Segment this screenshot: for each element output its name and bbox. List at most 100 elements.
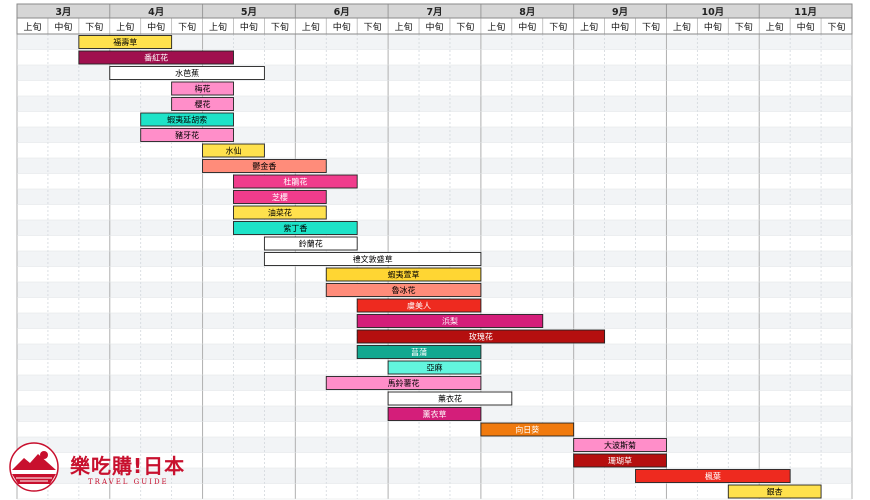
bar-23 [325, 376, 482, 390]
subperiod-label: 中旬 [147, 21, 165, 33]
bar-16 [325, 267, 482, 282]
month-label: 11月 [794, 7, 817, 18]
bar-label: 亞麻 [427, 363, 443, 373]
month-label: 10月 [701, 7, 724, 18]
row-stripe [17, 204, 852, 220]
subperiod-label: 中旬 [518, 21, 536, 33]
month-header-bg [17, 4, 852, 18]
subperiod-label: 上旬 [580, 21, 598, 33]
row-stripe [17, 189, 852, 205]
bar-label: 大波斯菊 [604, 440, 636, 450]
bar-label: 馬鈴薯花 [388, 378, 420, 388]
bar-4 [171, 81, 234, 96]
bar-label: 紫丁香 [283, 223, 307, 233]
bar-24 [387, 391, 513, 406]
subperiod-label: 下旬 [549, 21, 567, 33]
subperiod-label: 上旬 [302, 21, 320, 33]
month-label: 9月 [612, 7, 628, 18]
subperiod-label: 上旬 [766, 21, 784, 33]
bar-label: 水仙 [225, 146, 241, 156]
bar-label: 櫻花 [195, 99, 211, 109]
bar-5 [171, 97, 234, 111]
bar-14 [263, 236, 358, 251]
subperiod-label: 下旬 [178, 21, 196, 33]
bar-label: 玫瑰花 [469, 332, 493, 342]
subperiod-label: 下旬 [456, 21, 474, 33]
row-stripe [17, 421, 852, 437]
bar-label: 虞美人 [407, 301, 431, 311]
subperiod-label: 中旬 [797, 21, 815, 33]
bar-29 [635, 469, 791, 483]
bar-label: 豬牙花 [175, 130, 199, 140]
bar-19 [356, 314, 544, 328]
bar-label: 菖蒲 [411, 347, 427, 357]
bar-21 [356, 345, 482, 359]
bar-10 [233, 174, 358, 189]
bar-label: 番紅花 [144, 53, 168, 63]
subperiod-label: 中旬 [704, 21, 722, 33]
month-label: 7月 [426, 7, 442, 18]
subperiod-header-bg [17, 18, 852, 34]
subperiod-label: 上旬 [395, 21, 413, 33]
month-label: 3月 [55, 7, 71, 18]
bar-12 [233, 205, 327, 220]
bar-17 [325, 283, 482, 297]
bar-28 [573, 453, 667, 468]
subperiod-label: 上旬 [209, 21, 227, 33]
subperiod-label: 下旬 [735, 21, 753, 33]
row-stripe [17, 80, 852, 96]
bar-9 [202, 159, 327, 173]
bar-label: 梅花 [195, 84, 211, 94]
month-label: 6月 [334, 7, 350, 18]
bar-label: 水芭蕉 [175, 68, 199, 78]
subperiod-label: 下旬 [642, 21, 660, 33]
subperiod-label: 下旬 [85, 21, 103, 33]
bar-label: 楓葉 [705, 471, 721, 481]
bar-26 [480, 422, 575, 437]
flower-bars: 福壽草番紅花水芭蕉梅花櫻花蝦夷延胡索豬牙花水仙鬱金香杜鵑花芝櫻油菜花紫丁香鈴蘭花… [78, 35, 822, 499]
subperiod-label: 下旬 [828, 21, 846, 33]
bar-label: 薰衣花 [438, 394, 462, 404]
bar-3 [109, 66, 265, 80]
bar-25 [387, 407, 482, 421]
bar-label: 蝦夷萱草 [388, 270, 420, 280]
subperiod-label: 下旬 [364, 21, 382, 33]
bar-7 [140, 128, 234, 142]
bar-label: 向日葵 [515, 425, 539, 435]
bar-13 [233, 221, 358, 235]
bar-18 [356, 298, 482, 313]
bar-label: 油菜花 [268, 208, 292, 218]
bar-2 [78, 50, 234, 65]
bar-27 [573, 438, 667, 452]
row-stripe [17, 173, 852, 189]
bar-6 [140, 112, 234, 127]
bar-label: 福壽草 [113, 37, 137, 47]
bar-22 [387, 360, 482, 375]
logo: 樂吃購!日本 TRAVEL GUIDE [6, 440, 206, 495]
bar-label: 禮文敦盛草 [353, 254, 393, 264]
bar-20 [356, 329, 606, 344]
bar-8 [202, 143, 265, 158]
grid-lines [16, 33, 853, 500]
subperiod-label: 上旬 [673, 21, 691, 33]
row-stripe [17, 220, 852, 236]
bar-label: 珊瑚草 [608, 456, 632, 466]
bar-label: 蝦夷延胡索 [167, 115, 207, 125]
bar-label: 杜鵑花 [283, 177, 307, 187]
bar-label: 魯冰花 [392, 285, 416, 295]
bar-label: 鈴蘭花 [299, 239, 323, 249]
subperiod-label: 上旬 [487, 21, 505, 33]
row-stripe [17, 96, 852, 112]
subperiod-label: 中旬 [425, 21, 443, 33]
month-label: 4月 [148, 7, 164, 18]
row-stripe [17, 34, 852, 50]
bar-label: 鬱金香 [252, 161, 276, 171]
bar-11 [233, 190, 327, 204]
month-label: 5月 [241, 7, 257, 18]
header-border [16, 3, 853, 35]
logo-emblem-icon [9, 442, 59, 492]
month-label: 8月 [519, 7, 535, 18]
subperiod-label: 中旬 [611, 21, 629, 33]
subperiod-label: 中旬 [333, 21, 351, 33]
